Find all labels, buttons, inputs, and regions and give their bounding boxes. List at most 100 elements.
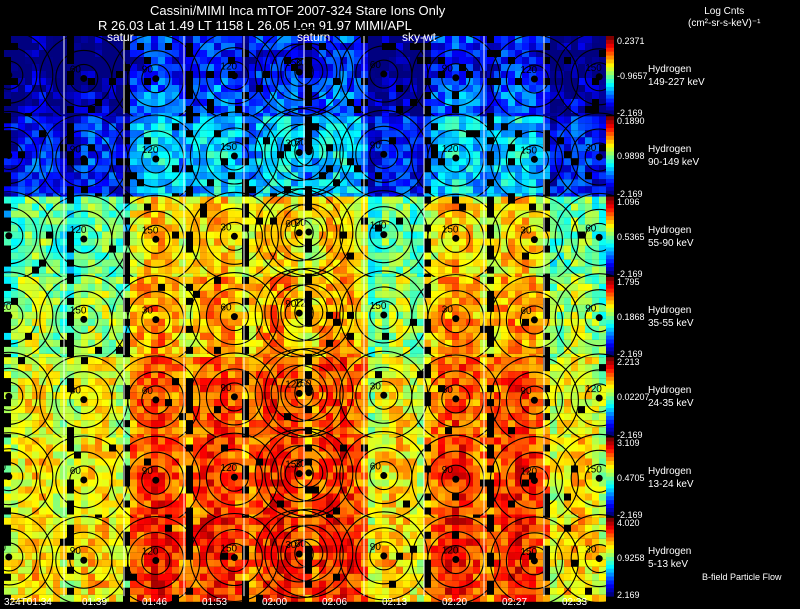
heatmap-cell [319, 297, 326, 305]
heatmap-cell [193, 137, 200, 145]
heatmap-cell [543, 332, 550, 340]
heatmap-cell [445, 364, 452, 372]
heatmap-cell [529, 210, 536, 218]
heatmap-cell [4, 106, 11, 113]
heatmap-cell [410, 231, 417, 239]
heatmap-cell [109, 364, 116, 372]
heatmap-cell [403, 332, 410, 340]
heatmap-cell [32, 318, 39, 326]
heatmap-cell [137, 332, 144, 340]
heatmap-cell [144, 378, 151, 386]
heatmap-cell [389, 210, 396, 218]
heatmap-cell [130, 43, 137, 50]
heatmap-cell [452, 36, 459, 43]
heatmap-cell [452, 116, 459, 124]
heatmap-cell [88, 357, 95, 365]
heatmap-cell [46, 290, 53, 298]
heatmap-cell [543, 364, 550, 372]
heatmap-cell [256, 297, 263, 305]
heatmap-cell [123, 57, 130, 64]
heatmap-cell [11, 392, 18, 400]
heatmap-cell [501, 78, 508, 85]
heatmap-cell [123, 151, 130, 159]
heatmap-cell [396, 123, 403, 131]
heatmap-cell [109, 297, 116, 305]
heatmap-cell [424, 217, 431, 225]
heatmap-cell [466, 357, 473, 365]
heatmap-cell [130, 85, 137, 92]
heatmap-cell [417, 259, 424, 267]
heatmap-cell [116, 332, 123, 340]
heatmap-cell [550, 85, 557, 92]
heatmap-cell [207, 290, 214, 298]
heatmap-cell [389, 144, 396, 152]
heatmap-cell [368, 130, 375, 138]
heatmap-cell [88, 276, 95, 284]
heatmap-cell [102, 85, 109, 92]
source-marker [305, 308, 313, 316]
heatmap-cell [578, 371, 585, 379]
heatmap-cell [445, 99, 452, 106]
heatmap-cell [151, 137, 158, 145]
heatmap-cell [158, 385, 165, 393]
heatmap-cell [550, 123, 557, 131]
heatmap-cell [417, 290, 424, 298]
heatmap-cell [333, 116, 340, 124]
heatmap-cell [592, 123, 599, 131]
heatmap-cell [88, 378, 95, 386]
heatmap-cell [116, 252, 123, 260]
heatmap-cell [333, 266, 340, 274]
heatmap-cell [431, 238, 438, 246]
heatmap-cell [438, 116, 445, 124]
heatmap-cell [207, 259, 214, 267]
contour-label: 60 [520, 306, 532, 317]
heatmap-cell [438, 123, 445, 131]
heatmap-cell [354, 378, 361, 386]
heatmap-cell [39, 238, 46, 246]
heatmap-cell [452, 224, 459, 232]
heatmap-cell [424, 332, 431, 340]
heatmap-cell [585, 43, 592, 50]
heatmap-cell [417, 151, 424, 159]
colorbar-segment [606, 335, 614, 341]
heatmap-cell [501, 196, 508, 204]
heatmap-cell [459, 210, 466, 218]
heatmap-cell [263, 50, 270, 57]
heatmap-cell [172, 71, 179, 78]
heatmap-cell [599, 346, 606, 354]
heatmap-cell [123, 371, 130, 379]
heatmap-cell [522, 318, 529, 326]
heatmap-cell [25, 283, 32, 291]
heatmap-cell [389, 339, 396, 347]
heatmap-cell [312, 64, 319, 71]
heatmap-cell [431, 57, 438, 64]
heatmap-cell [200, 106, 207, 113]
heatmap-cell [95, 130, 102, 138]
heatmap-cell [312, 276, 319, 284]
colorbar-segment [606, 200, 614, 205]
heatmap-cell [312, 224, 319, 232]
heatmap-cell [305, 364, 312, 372]
heatmap-cell [249, 130, 256, 138]
heatmap-cell [466, 266, 473, 274]
heatmap-cell [550, 99, 557, 106]
heatmap-cell [291, 259, 298, 267]
heatmap-cell [144, 364, 151, 372]
heatmap-cell [193, 231, 200, 239]
heatmap-cell [473, 165, 480, 173]
heatmap-cell [74, 385, 81, 393]
heatmap-cell [466, 36, 473, 43]
heatmap-cell [179, 283, 186, 291]
heatmap-cell [137, 123, 144, 131]
heatmap-cell [74, 172, 81, 180]
heatmap-cell [32, 99, 39, 106]
heatmap-cell [235, 290, 242, 298]
heatmap-cell [67, 179, 74, 187]
heatmap-cell [578, 158, 585, 166]
heatmap-cell [11, 297, 18, 305]
heatmap-cell [410, 144, 417, 152]
heatmap-cell [494, 165, 501, 173]
colorbar-segment [606, 171, 614, 176]
heatmap-cell [354, 224, 361, 232]
heatmap-cell [186, 57, 193, 64]
